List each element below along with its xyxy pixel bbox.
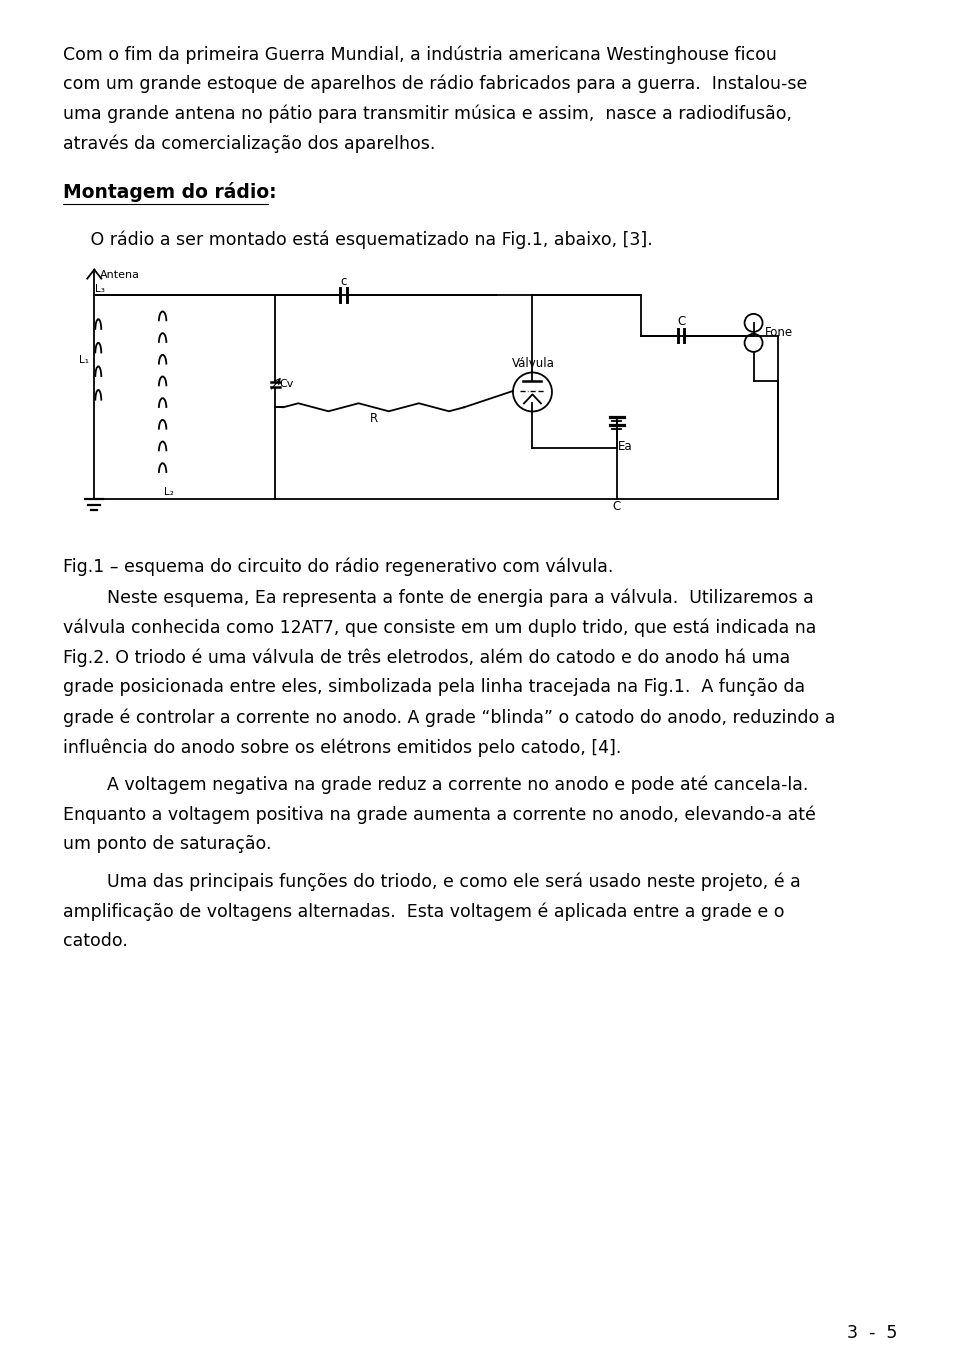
Text: catodo.: catodo. <box>63 932 128 951</box>
Text: Válvula: Válvula <box>512 357 555 371</box>
Text: Uma das principais funções do triodo, e como ele será usado neste projeto, é a: Uma das principais funções do triodo, e … <box>63 873 801 891</box>
Text: C: C <box>677 315 685 329</box>
Text: A voltagem negativa na grade reduz a corrente no anodo e pode até cancela-la.: A voltagem negativa na grade reduz a cor… <box>63 776 808 794</box>
Text: Fig.1 – esquema do circuito do rádio regenerativo com válvula.: Fig.1 – esquema do circuito do rádio reg… <box>63 558 613 576</box>
Text: uma grande antena no pátio para transmitir música e assim,  nasce a radiodifusão: uma grande antena no pátio para transmit… <box>63 105 792 123</box>
Text: grade é controlar a corrente no anodo. A grade “blinda” o catodo do anodo, reduz: grade é controlar a corrente no anodo. A… <box>63 708 835 727</box>
Text: L₁: L₁ <box>80 355 89 366</box>
Text: influência do anodo sobre os elétrons emitidos pelo catodo, [4].: influência do anodo sobre os elétrons em… <box>63 738 621 757</box>
Text: um ponto de saturação.: um ponto de saturação. <box>63 835 272 854</box>
Text: Fig.2. O triodo é uma válvula de três eletrodos, além do catodo e do anodo há um: Fig.2. O triodo é uma válvula de três el… <box>63 648 790 667</box>
Text: Cv: Cv <box>279 379 294 389</box>
Text: Neste esquema, Ea representa a fonte de energia para a válvula.  Utilizaremos a: Neste esquema, Ea representa a fonte de … <box>63 589 814 607</box>
Text: Montagem do rádio:: Montagem do rádio: <box>63 183 276 202</box>
Text: válvula conhecida como 12AT7, que consiste em um duplo trido, que está indicada : válvula conhecida como 12AT7, que consis… <box>63 619 816 637</box>
Text: Enquanto a voltagem positiva na grade aumenta a corrente no anodo, elevando-a at: Enquanto a voltagem positiva na grade au… <box>63 805 816 824</box>
Text: O rádio a ser montado está esquematizado na Fig.1, abaixo, [3].: O rádio a ser montado está esquematizado… <box>63 231 653 248</box>
Text: c: c <box>341 274 347 288</box>
Text: Com o fim da primeira Guerra Mundial, a indústria americana Westinghouse ficou: Com o fim da primeira Guerra Mundial, a … <box>63 45 777 64</box>
Text: amplificação de voltagens alternadas.  Esta voltagem é aplicada entre a grade e : amplificação de voltagens alternadas. Es… <box>63 903 784 921</box>
Text: L₃: L₃ <box>95 284 106 295</box>
Text: com um grande estoque de aparelhos de rádio fabricados para a guerra.  Instalou-: com um grande estoque de aparelhos de rá… <box>63 75 807 93</box>
Text: C: C <box>612 501 621 513</box>
Text: Ea: Ea <box>618 441 633 453</box>
Text: através da comercialização dos aparelhos.: através da comercialização dos aparelhos… <box>63 135 436 153</box>
Text: L₂: L₂ <box>163 487 174 496</box>
Text: R: R <box>370 412 377 424</box>
Text: 3  -  5: 3 - 5 <box>847 1324 897 1342</box>
Text: Antena: Antena <box>100 270 140 280</box>
Text: grade posicionada entre eles, simbolizada pela linha tracejada na Fig.1.  A funç: grade posicionada entre eles, simbolizad… <box>63 678 805 697</box>
Text: Fone: Fone <box>764 326 793 340</box>
